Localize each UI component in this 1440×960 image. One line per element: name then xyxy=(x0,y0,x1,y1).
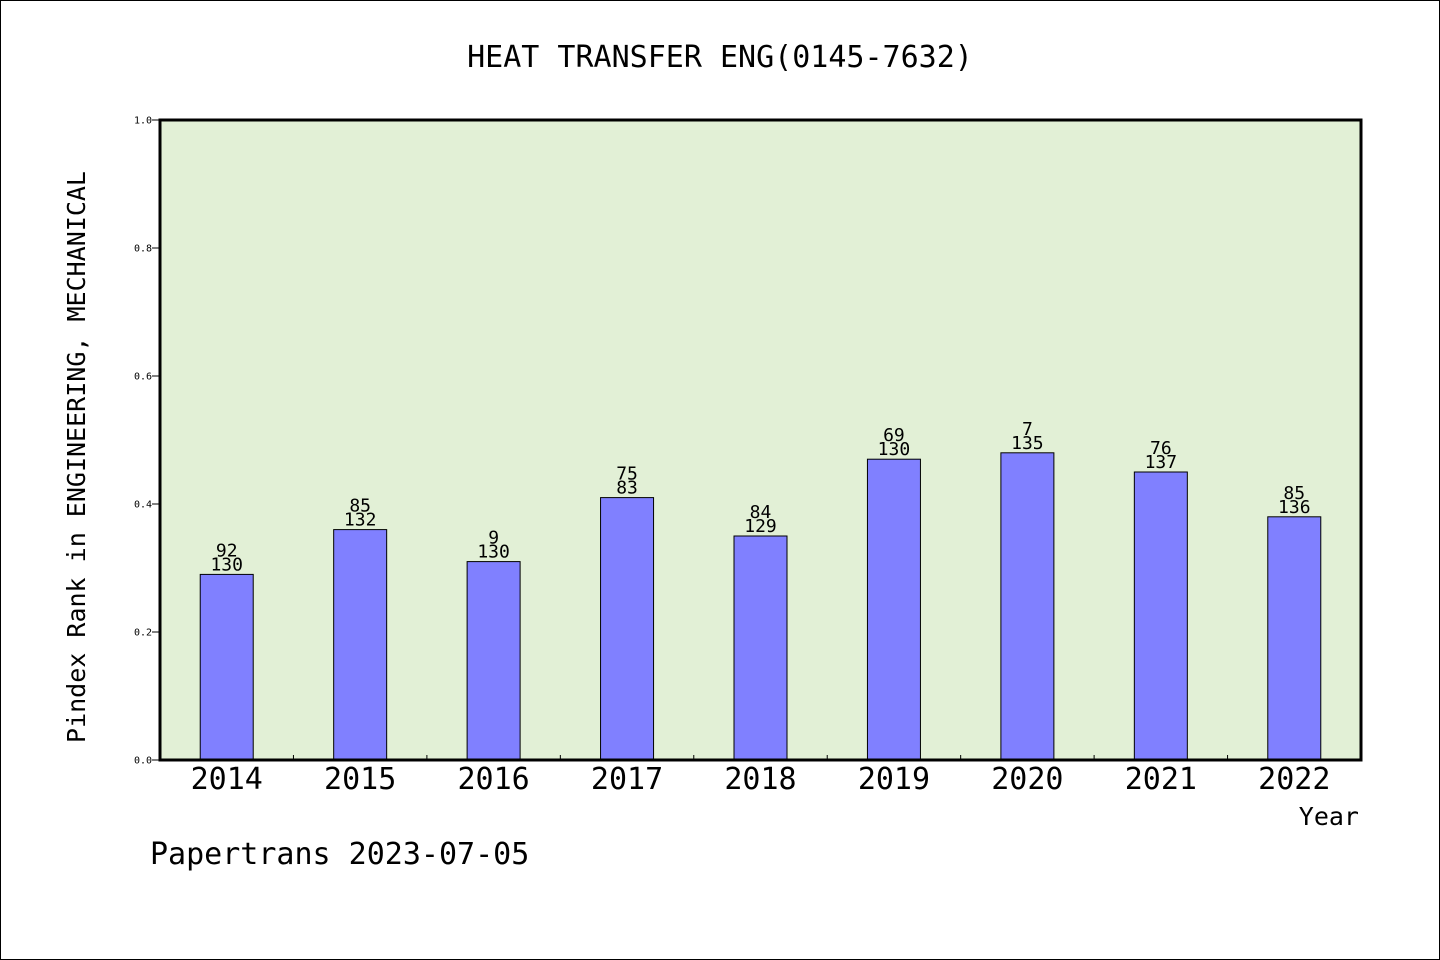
bar-2019 xyxy=(866,458,921,761)
x-tick-label-2020: 2020 xyxy=(991,762,1063,797)
bar-2017 xyxy=(600,497,655,761)
x-tick-label-2022: 2022 xyxy=(1258,762,1330,797)
bar-total-label-2018: 129 xyxy=(744,516,777,537)
bar-total-label-2021: 137 xyxy=(1145,452,1178,473)
bar-total-label-2020: 135 xyxy=(1011,433,1044,454)
bar-total-label-2016: 130 xyxy=(477,542,510,563)
x-axis: 2014 2015 2016 2017 2018 2019 2020 2021 2022 xyxy=(191,755,1330,797)
bar-2021 xyxy=(1133,471,1188,761)
bar-2016 xyxy=(466,561,521,761)
bar-2020 xyxy=(1000,452,1055,761)
y-tick-label-4: 0.8 xyxy=(134,244,152,255)
chart-title: HEAT TRANSFER ENG(0145-7632) xyxy=(467,40,973,75)
y-axis: 0.0 0.2 0.4 0.6 0.8 1.0 xyxy=(134,116,160,767)
bar-total-label-2014: 130 xyxy=(210,554,243,575)
bar-rank-label-2019: 69 xyxy=(883,425,905,446)
bar-rank-label-2022: 85 xyxy=(1283,483,1305,504)
y-axis-label: Pindex Rank in ENGINEERING, MECHANICAL xyxy=(62,171,91,743)
x-tick-label-2018: 2018 xyxy=(724,762,796,797)
bar-rank-label-2016: 9 xyxy=(488,528,499,549)
bar-rank-label-2017: 75 xyxy=(616,464,638,485)
footer-watermark: Papertrans 2023-07-05 xyxy=(150,837,529,872)
bar-rank-label-2018: 84 xyxy=(750,502,772,523)
x-tick-label-2017: 2017 xyxy=(591,762,663,797)
bar-2018 xyxy=(733,535,788,761)
x-tick-label-2019: 2019 xyxy=(858,762,930,797)
bar-total-label-2015: 132 xyxy=(344,510,377,531)
bar-rank-label-2014: 92 xyxy=(216,540,238,561)
bar-total-label-2017: 83 xyxy=(616,478,638,499)
plot-border xyxy=(158,118,1363,762)
x-tick-label-2021: 2021 xyxy=(1125,762,1197,797)
bar-total-label-2022: 136 xyxy=(1278,497,1311,518)
x-axis-label: Year xyxy=(1299,802,1359,831)
y-tick-label-2: 0.4 xyxy=(134,500,152,511)
y-tick-label-5: 1.0 xyxy=(134,116,152,127)
x-tick-label-2015: 2015 xyxy=(324,762,396,797)
bar-rank-label-2015: 85 xyxy=(349,496,371,517)
y-tick-label-1: 0.2 xyxy=(134,628,152,639)
bar-2015 xyxy=(333,529,388,761)
y-tick-label-3: 0.6 xyxy=(134,372,152,383)
bar-rank-label-2021: 76 xyxy=(1150,438,1172,459)
x-tick-label-2016: 2016 xyxy=(457,762,529,797)
y-tick-label-0: 0.0 xyxy=(134,756,152,767)
bar-2022 xyxy=(1267,516,1322,761)
bar-rank-label-2020: 7 xyxy=(1022,419,1033,440)
x-tick-label-2014: 2014 xyxy=(191,762,263,797)
bar-2014 xyxy=(199,573,254,761)
bar-total-label-2019: 130 xyxy=(878,439,911,460)
